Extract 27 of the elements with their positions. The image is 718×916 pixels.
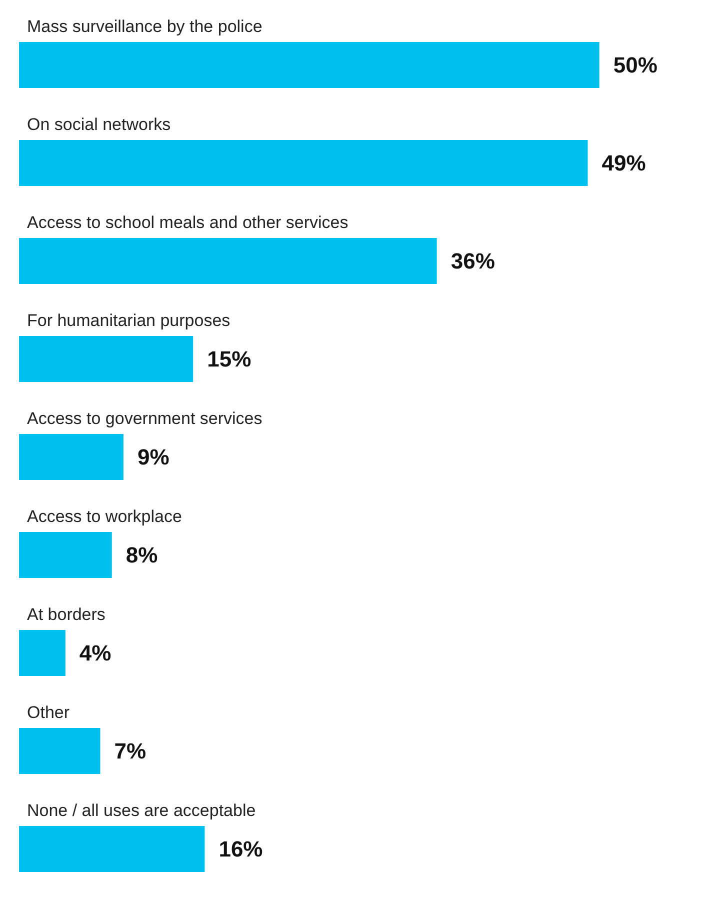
bar <box>19 826 205 872</box>
bar <box>19 434 124 480</box>
y-tick-label: Access to school meals and other services <box>27 213 348 232</box>
y-tick-label: For humanitarian purposes <box>27 311 230 330</box>
data-label: 9% <box>137 444 170 470</box>
data-label: 7% <box>114 738 146 764</box>
data-label: 4% <box>79 640 112 666</box>
data-label: 50% <box>613 52 658 78</box>
y-tick-label: Other <box>27 703 70 722</box>
y-tick-label: Access to workplace <box>27 507 182 526</box>
data-label: 15% <box>207 346 252 372</box>
bar <box>19 532 112 578</box>
data-label: 8% <box>126 542 158 568</box>
bar <box>19 42 600 88</box>
bar <box>19 238 437 284</box>
bar <box>19 728 100 774</box>
data-label: 49% <box>602 150 646 176</box>
bar <box>19 140 588 186</box>
y-tick-label: Mass surveillance by the police <box>27 17 262 36</box>
data-label: 16% <box>218 836 263 862</box>
bar <box>19 336 194 382</box>
bar <box>19 630 66 676</box>
y-tick-label: Access to government services <box>27 409 262 428</box>
y-tick-label: On social networks <box>27 115 171 134</box>
data-label: 36% <box>450 248 495 274</box>
y-tick-label: At borders <box>27 605 106 624</box>
y-tick-label: None / all uses are acceptable <box>27 801 256 820</box>
